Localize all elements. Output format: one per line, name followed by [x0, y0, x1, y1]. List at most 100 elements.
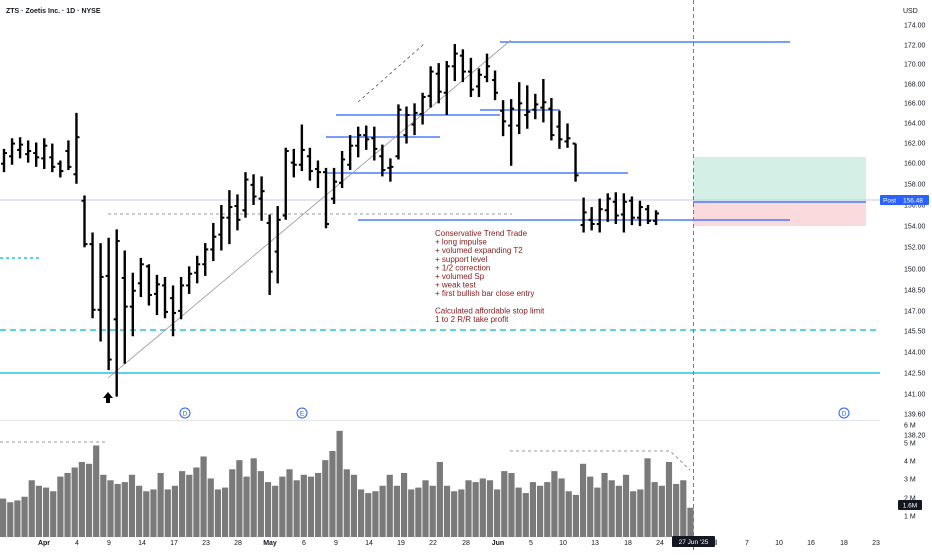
volume-bar: [78, 461, 85, 537]
volume-bar: [594, 487, 601, 537]
ohlc-bar: [113, 229, 120, 397]
volume-bar: [415, 487, 422, 537]
ohlc-bar: [580, 197, 587, 233]
ohlc-bar: [556, 110, 563, 149]
ohlc-bar: [516, 82, 523, 135]
annotation-line: Calculated affordable stop limit: [435, 306, 545, 315]
annotation-text: Conservative Trend Trade+ long impulse + …: [435, 229, 545, 324]
ohlc-bar: [588, 207, 595, 231]
post-value: 156.48: [903, 198, 923, 205]
volume-bar: [300, 474, 307, 537]
ohlc-bar: [290, 148, 297, 178]
date-badge: 27 Jun '25: [672, 536, 715, 547]
volume-bar: [136, 485, 143, 537]
volume-bar: [57, 476, 64, 537]
ohlc-bar: [202, 243, 209, 276]
price-axis[interactable]: 174.00 172.00 170.00 168.00 166.00 164.00 162.…: [904, 23, 926, 440]
annotation-line: + 1/2 correction: [435, 263, 490, 272]
time-tick-label: 5: [529, 540, 533, 547]
price-tick-label: 170.00: [904, 62, 926, 69]
volume-bar: [651, 482, 658, 537]
ohlc-bar: [162, 276, 168, 319]
ohlc-bar: [33, 142, 40, 167]
ohlc-bar: [210, 222, 217, 262]
volume-bar: [436, 461, 443, 537]
volume-bar: [637, 489, 644, 537]
volume-bar: [601, 472, 608, 537]
annotation-line: Conservative Trend Trade: [435, 229, 528, 238]
time-tick-label: 24: [656, 540, 664, 547]
dividend-marker-icon[interactable]: [838, 407, 850, 419]
ohlc-bar: [314, 160, 321, 189]
volume-bar: [422, 480, 429, 537]
volume-bar: [214, 489, 221, 537]
arrow-up-icon: [103, 392, 113, 403]
volume-bar: [200, 456, 207, 537]
volume-axis[interactable]: 6 M 5 M 4 M 3 M 2 M 1 M: [904, 423, 916, 521]
price-tick-label: 162.00: [904, 141, 926, 148]
time-tick-label: 16: [807, 540, 815, 547]
volume-bar: [236, 460, 243, 537]
price-tick-label: 139.60: [904, 412, 926, 419]
volume-bar: [0, 498, 7, 537]
volume-bar: [443, 485, 451, 537]
volume-bar: [622, 474, 630, 537]
volume-bar: [272, 485, 279, 537]
annotation-line: 1 to 2 R/R take profit: [435, 315, 509, 324]
ohlc-bar: [1, 148, 7, 173]
price-tick-label: 138.20: [904, 433, 926, 440]
price-tick-label: 150.00: [904, 267, 926, 274]
time-tick-label: Jun: [492, 540, 504, 547]
volume-bar: [630, 491, 637, 537]
volume-bar: [164, 489, 171, 537]
volume-bar: [157, 472, 164, 537]
ohlc-bar: [331, 167, 338, 204]
volume-bar: [71, 467, 78, 537]
ohlc-bar: [620, 193, 627, 233]
ohlc-bar: [339, 150, 346, 189]
volume-bar: [372, 491, 379, 537]
ohlc-bar: [218, 204, 225, 251]
time-axis[interactable]: Apr4914172328May6914192228Jun510131824Ju…: [38, 540, 880, 547]
annotation-line: + long impulse: [435, 238, 487, 247]
earnings-marker-icon[interactable]: [296, 407, 308, 419]
ohlc-bar: [645, 204, 651, 225]
ohlc-bar: [323, 167, 329, 229]
volume-bar: [587, 476, 594, 537]
volume-bar: [286, 469, 293, 537]
volume-tick-label: 2 M: [904, 496, 916, 503]
volume-bar: [42, 487, 50, 537]
volume-bars: [0, 430, 694, 537]
volume-bar: [508, 472, 515, 537]
volume-bar: [665, 461, 673, 537]
ohlc-bar: [153, 274, 160, 316]
ohlc-bar: [25, 140, 32, 163]
ohlc-bar: [258, 176, 265, 221]
dividend-marker-icon[interactable]: [179, 407, 191, 419]
event-markers[interactable]: D E D: [179, 407, 850, 419]
volume-bar: [386, 474, 393, 537]
price-tick-label: 158.00: [904, 182, 926, 189]
ohlc-bar: [194, 255, 201, 284]
volume-bar: [171, 485, 179, 537]
annotation-line: + first bullish bar close entry: [435, 289, 534, 298]
time-tick-label: 28: [462, 540, 470, 547]
time-tick-label: 10: [775, 540, 783, 547]
ohlc-bar: [484, 53, 490, 83]
volume-bar: [494, 489, 501, 537]
time-tick-label: Apr: [38, 540, 50, 547]
volume-tick-label: 5 M: [904, 441, 916, 448]
ohlc-bar: [636, 200, 643, 227]
ohlc-bar: [443, 60, 450, 115]
ohlc-bar: [186, 266, 193, 294]
ohlc-bar: [170, 285, 177, 337]
volume-bar: [186, 474, 193, 537]
trend-line: [107, 39, 512, 379]
volume-bar: [680, 480, 687, 537]
time-tick-label: 19: [397, 540, 405, 547]
ohlc-bar: [379, 144, 386, 177]
ohlc-bar: [363, 125, 370, 150]
annotation-line: + support level: [435, 255, 487, 264]
